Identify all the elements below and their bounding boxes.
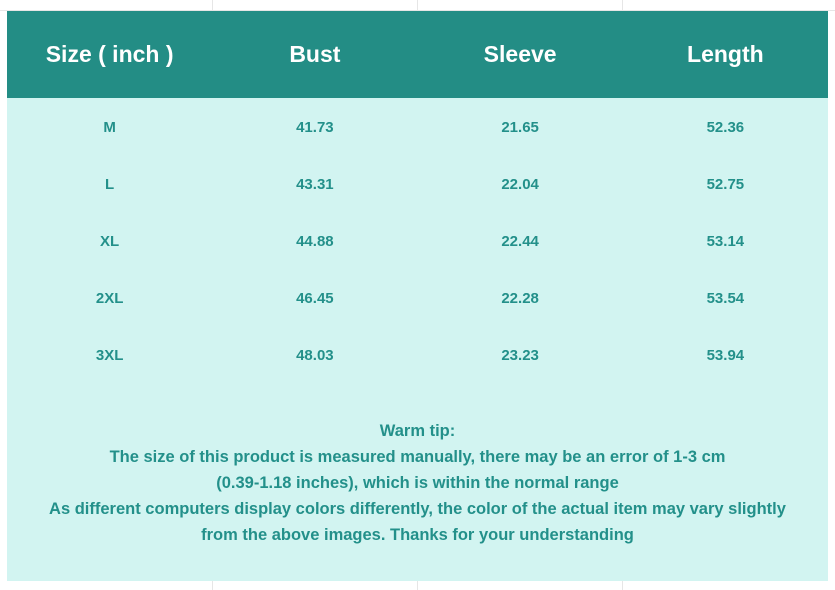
- cell-size: 2XL: [95, 290, 124, 307]
- table-row: XL 44.88 22.44 53.14: [7, 213, 828, 270]
- cell-sleeve: 23.23: [501, 347, 539, 364]
- tip-line: (0.39-1.18 inches), which is within the …: [216, 474, 619, 492]
- table-row: 3XL 48.03 23.23 53.94: [7, 327, 828, 384]
- tip-title: Warm tip:: [379, 422, 456, 440]
- cell-length: 53.94: [706, 347, 745, 364]
- cell-size: XL: [100, 233, 120, 250]
- warm-tip: Warm tip: The size of this product is me…: [7, 418, 828, 548]
- tip-line: from the above images. Thanks for your u…: [201, 526, 634, 544]
- cell-length: 52.36: [706, 119, 745, 136]
- size-chart: Size ( inch ) Bust Sleeve Length M 41.73 2…: [7, 11, 828, 581]
- header-length: Length: [687, 41, 764, 67]
- header-bust: Bust: [289, 41, 341, 67]
- cell-sleeve: 22.44: [501, 233, 539, 250]
- tip-line: As different computers display colors di…: [49, 500, 786, 518]
- cell-size: M: [103, 119, 116, 136]
- table-row: M 41.73 21.65 52.36: [7, 99, 828, 156]
- cell-size: 3XL: [95, 347, 124, 364]
- cell-bust: 43.31: [296, 176, 334, 193]
- cell-length: 53.54: [706, 290, 745, 307]
- cell-length: 52.75: [706, 176, 745, 193]
- cell-sleeve: 22.28: [501, 290, 539, 307]
- cell-bust: 46.45: [296, 290, 334, 307]
- tip-line: The size of this product is measured man…: [109, 448, 726, 466]
- cell-sleeve: 22.04: [501, 176, 539, 193]
- header-sleeve: Sleeve: [483, 41, 557, 67]
- cell-bust: 48.03: [296, 347, 334, 364]
- grid-line: [0, 10, 835, 11]
- table-row: L 43.31 22.04 52.75: [7, 156, 828, 213]
- cell-length: 53.14: [706, 233, 745, 250]
- header-size: Size ( inch ): [45, 41, 174, 67]
- cell-bust: 44.88: [296, 233, 334, 250]
- table-header: Size ( inch ) Bust Sleeve Length: [7, 11, 828, 98]
- cell-size: L: [105, 176, 115, 193]
- cell-sleeve: 21.65: [501, 119, 539, 136]
- cell-bust: 41.73: [296, 119, 334, 136]
- table-row: 2XL 46.45 22.28 53.54: [7, 270, 828, 327]
